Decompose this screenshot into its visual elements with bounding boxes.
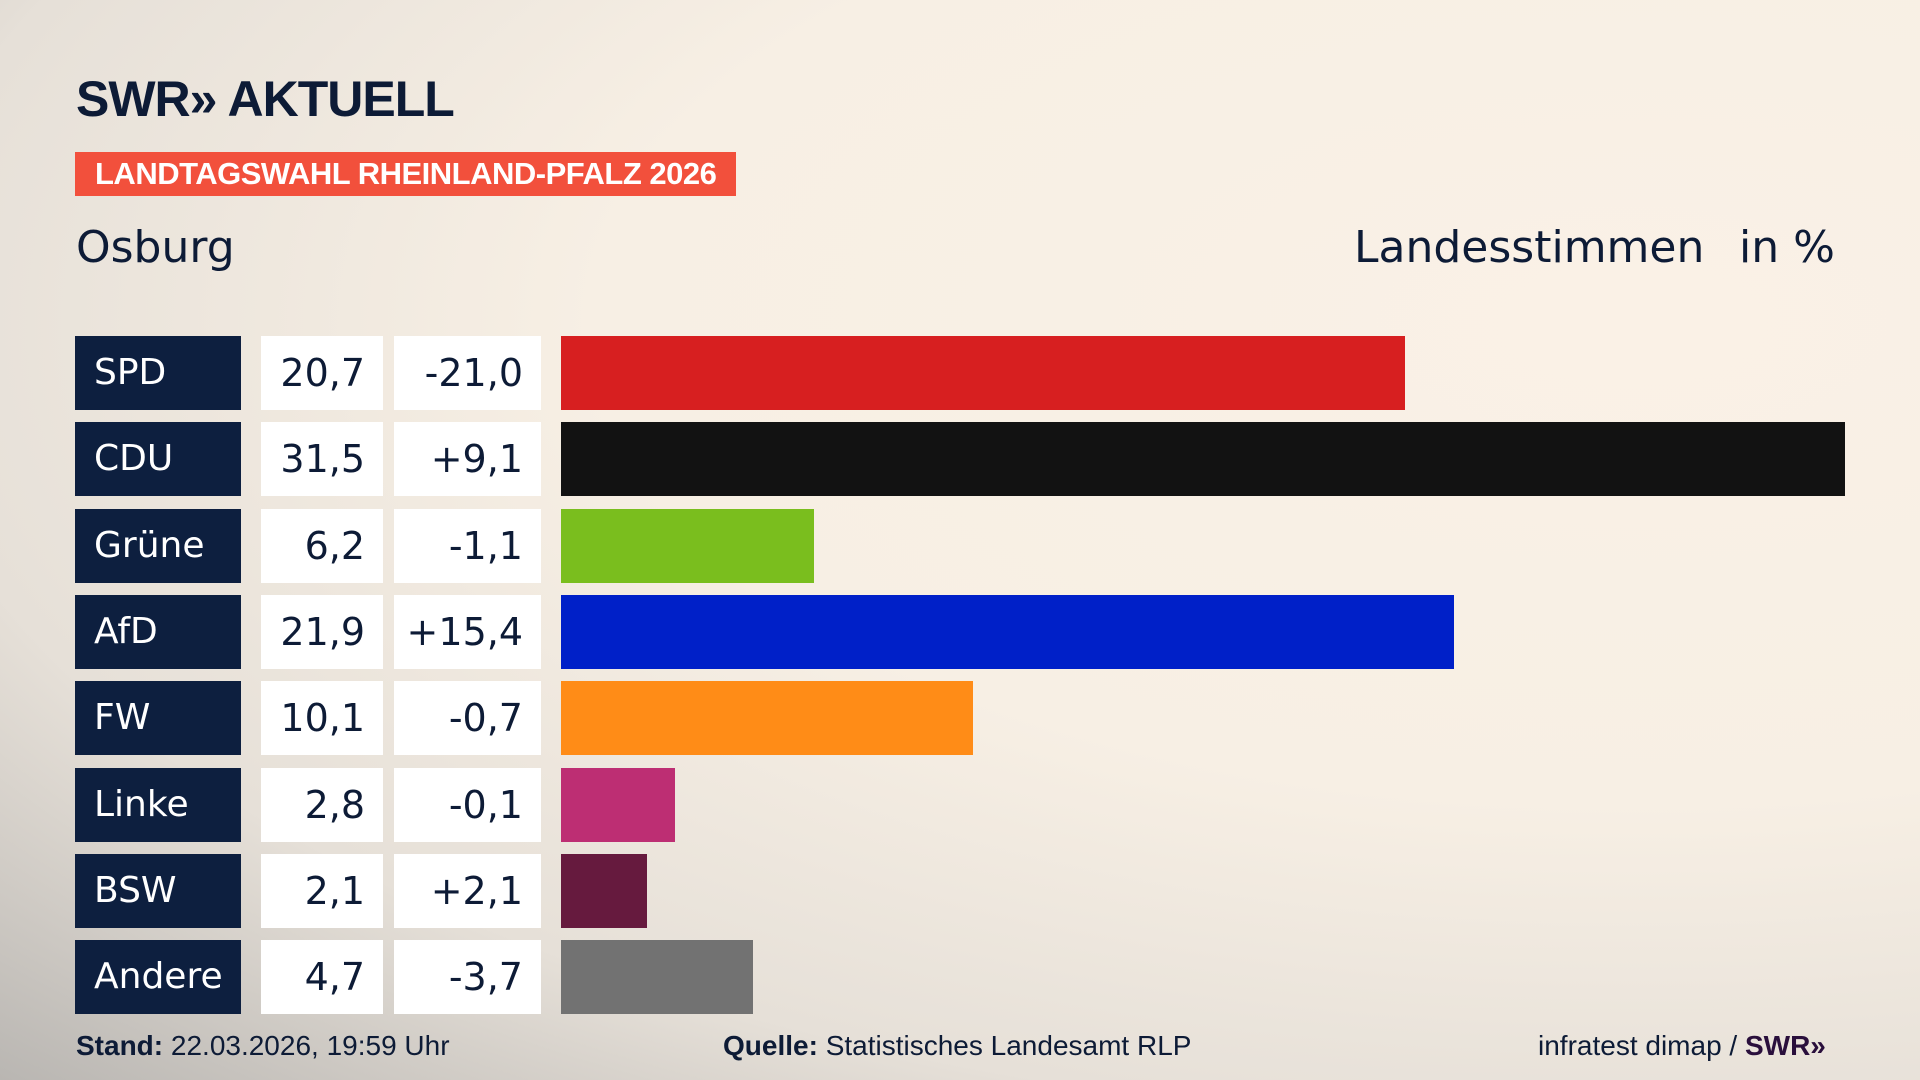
swr-logo: SWR» — [1744, 1030, 1826, 1061]
result-row: SPD 20,7 -21,0 — [0, 336, 1920, 410]
diff-label: -1,1 — [394, 508, 541, 583]
bar-andere — [561, 940, 753, 1015]
value-label: 21,9 — [261, 594, 383, 669]
value-label: 2,1 — [261, 853, 383, 928]
result-row: Andere 4,7 -3,7 — [0, 940, 1920, 1015]
party-label: Linke — [75, 767, 241, 842]
stand-value: 22.03.2026, 19:59 Uhr — [170, 1030, 450, 1061]
source-value: Statistisches Landesamt RLP — [825, 1030, 1192, 1061]
value-label: 2,8 — [261, 767, 383, 842]
source: Quelle: Statistisches Landesamt RLP — [723, 1030, 1191, 1062]
party-label: Grüne — [75, 508, 241, 583]
bar-bsw — [561, 853, 647, 928]
place-title: Osburg — [76, 222, 235, 273]
party-label: BSW — [75, 853, 241, 928]
party-label: SPD — [75, 336, 241, 410]
value-label: 31,5 — [261, 422, 383, 497]
measure-label: Landesstimmen — [1354, 222, 1705, 273]
election-banner: LANDTAGSWAHL RHEINLAND-PFALZ 2026 — [75, 152, 737, 196]
bar-afd — [561, 594, 1454, 669]
bar-linke — [561, 767, 676, 842]
source-label: Quelle: — [723, 1030, 818, 1061]
value-label: 20,7 — [261, 336, 383, 410]
diff-label: +2,1 — [394, 853, 541, 928]
credit: infratest dimap / SWR» — [1538, 1030, 1826, 1062]
diff-label: -0,1 — [394, 767, 541, 842]
value-label: 6,2 — [261, 508, 383, 583]
stand: Stand: 22.03.2026, 19:59 Uhr — [76, 1030, 450, 1062]
result-row: Linke 2,8 -0,1 — [0, 767, 1920, 842]
diff-label: -21,0 — [394, 336, 541, 410]
stand-label: Stand: — [76, 1030, 164, 1061]
bar-spd — [561, 336, 1405, 410]
diff-label: +9,1 — [394, 422, 541, 497]
diff-label: -3,7 — [394, 940, 541, 1015]
swr-aktuell-logo: SWR» AKTUELL — [76, 71, 455, 127]
result-row: AfD 21,9 +15,4 — [0, 594, 1920, 669]
value-label: 4,7 — [261, 940, 383, 1015]
party-label: FW — [75, 681, 241, 756]
diff-label: +15,4 — [394, 594, 541, 669]
bar-grüne — [561, 508, 814, 583]
unit-label: in % — [1739, 222, 1835, 273]
diff-label: -0,7 — [394, 681, 541, 756]
bar-fw — [561, 681, 973, 756]
value-label: 10,1 — [261, 681, 383, 756]
result-row: BSW 2,1 +2,1 — [0, 853, 1920, 928]
result-row: Grüne 6,2 -1,1 — [0, 508, 1920, 583]
result-row: CDU 31,5 +9,1 — [0, 422, 1920, 497]
credit-text: infratest dimap / — [1538, 1030, 1738, 1061]
result-row: FW 10,1 -0,7 — [0, 681, 1920, 756]
party-label: AfD — [75, 594, 241, 669]
party-label: Andere — [75, 940, 241, 1015]
party-label: CDU — [75, 422, 241, 497]
bar-cdu — [561, 422, 1845, 497]
